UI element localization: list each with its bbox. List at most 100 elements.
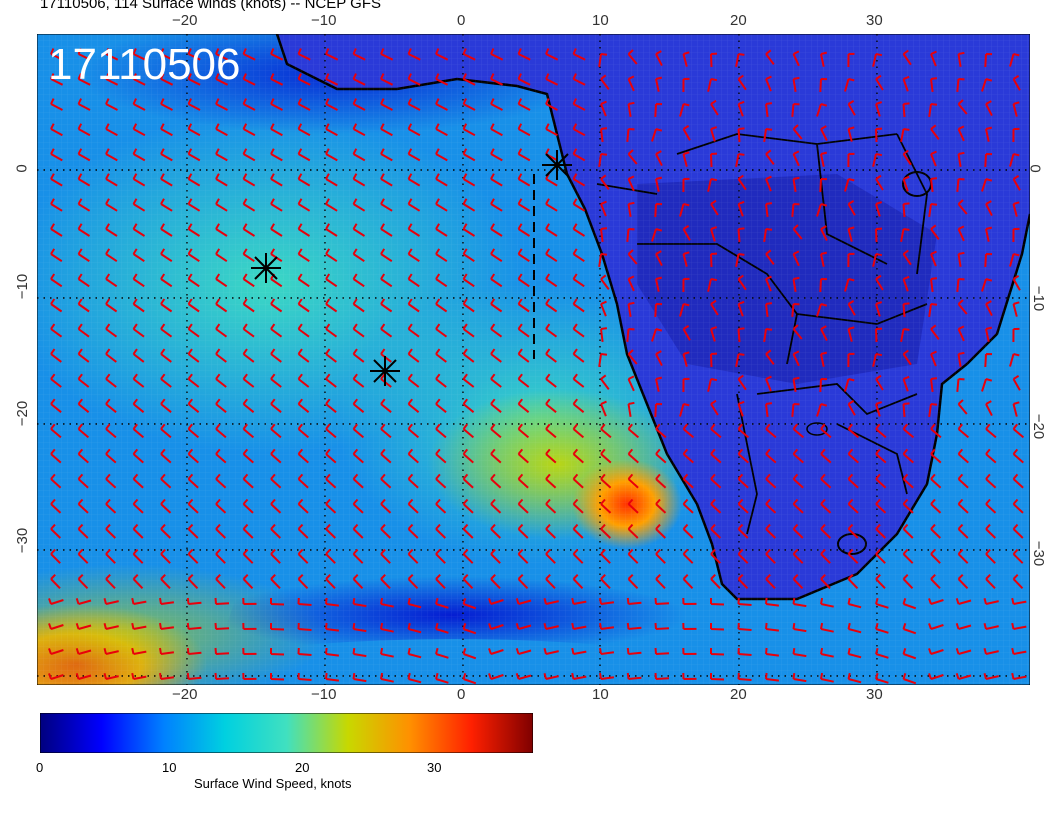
wind-barb — [792, 473, 804, 489]
wind-barb — [737, 473, 749, 489]
wind-barb — [214, 672, 230, 680]
wind-barb — [682, 672, 697, 680]
wind-barb — [816, 303, 828, 317]
wind-map — [37, 34, 1030, 685]
wind-barb — [654, 403, 663, 418]
wind-barb — [297, 173, 311, 187]
wind-barb — [682, 622, 697, 630]
wind-barb — [435, 173, 448, 187]
wind-barb — [791, 203, 800, 217]
star-marker-1 — [251, 253, 281, 283]
wind-barb — [655, 76, 663, 92]
wind-barb — [352, 123, 366, 137]
wind-barb — [242, 248, 255, 263]
wind-barb — [132, 298, 145, 313]
wind-barb — [902, 523, 914, 539]
wind-barb — [679, 403, 690, 417]
wind-barb — [435, 323, 448, 338]
wind-barb — [710, 126, 718, 142]
wind-barb — [902, 75, 910, 92]
wind-barb — [297, 248, 310, 263]
wind-barb — [352, 597, 367, 608]
wind-barb — [1012, 473, 1024, 489]
wind-barb — [985, 448, 997, 464]
wind-barb — [242, 123, 256, 137]
wind-barb — [682, 473, 694, 489]
wind-barb — [875, 101, 883, 117]
wind-barb — [957, 325, 965, 342]
wind-barb — [488, 598, 504, 605]
wind-barb — [792, 498, 804, 514]
wind-barb — [215, 298, 228, 313]
wind-barb — [270, 523, 281, 539]
wind-barb — [875, 401, 883, 417]
wind-barb — [682, 448, 694, 464]
wind-barb — [710, 326, 718, 342]
colorbar-tick-3: 20 — [295, 760, 310, 775]
wind-barb — [325, 123, 338, 137]
wind-barb — [654, 203, 663, 218]
wind-barb — [655, 548, 666, 564]
wind-barb — [819, 378, 828, 393]
wind-barb — [50, 323, 63, 338]
wind-barb — [930, 498, 942, 514]
wind-barb — [352, 198, 366, 212]
wind-barb — [50, 373, 62, 388]
wind-barb — [1012, 127, 1020, 143]
wind-barb — [543, 672, 559, 680]
wind-barb — [820, 151, 828, 167]
wind-barb — [187, 398, 200, 413]
wind-barb — [490, 473, 502, 489]
wind-barb — [545, 98, 558, 111]
wind-barb — [325, 398, 337, 413]
wind-barb — [297, 423, 310, 439]
wind-barb — [352, 498, 364, 514]
wind-barb — [517, 574, 529, 589]
wind-barb — [847, 448, 859, 464]
wind-barb — [270, 673, 285, 681]
wind-barb — [792, 50, 800, 67]
wind-barb — [847, 152, 855, 168]
wind-barb — [956, 378, 965, 392]
wind-barb — [928, 598, 944, 605]
wind-barb — [820, 448, 832, 464]
wind-barb — [160, 173, 173, 187]
wind-barb — [352, 398, 365, 413]
wind-barb — [710, 498, 722, 514]
wind-barb — [902, 202, 910, 218]
wind-barb — [820, 125, 828, 142]
wind-barb — [160, 373, 172, 388]
wind-barb — [626, 672, 642, 680]
wind-barb — [737, 327, 745, 343]
bottom-tick-3: 0 — [457, 686, 466, 703]
wind-barb — [682, 647, 697, 655]
wind-barb — [215, 473, 227, 489]
wind-barb — [105, 448, 117, 464]
wind-barb — [599, 597, 615, 605]
wind-barb — [187, 298, 200, 313]
wind-barb — [765, 574, 776, 589]
wind-barb — [380, 448, 392, 464]
wind-barb — [545, 523, 556, 539]
wind-barb — [270, 574, 281, 589]
wind-barb — [985, 100, 993, 117]
wind-barb — [159, 672, 175, 680]
wind-barb — [1012, 401, 1020, 417]
wind-barb — [792, 376, 800, 392]
wind-barb — [325, 48, 339, 61]
wind-barb — [765, 75, 772, 92]
wind-barb — [710, 299, 719, 316]
wind-barb — [242, 348, 255, 363]
wind-barb — [847, 200, 856, 216]
wind-barb — [981, 378, 993, 392]
wind-barb — [160, 248, 173, 263]
wind-barb — [792, 523, 804, 539]
wind-barb — [160, 148, 173, 162]
wind-barb — [297, 123, 311, 137]
wind-barb — [435, 672, 449, 684]
wind-barb — [380, 348, 392, 363]
wind-barb — [902, 498, 914, 514]
wind-barb — [682, 51, 690, 67]
wind-barb — [103, 672, 119, 680]
wind-barb — [737, 423, 750, 439]
